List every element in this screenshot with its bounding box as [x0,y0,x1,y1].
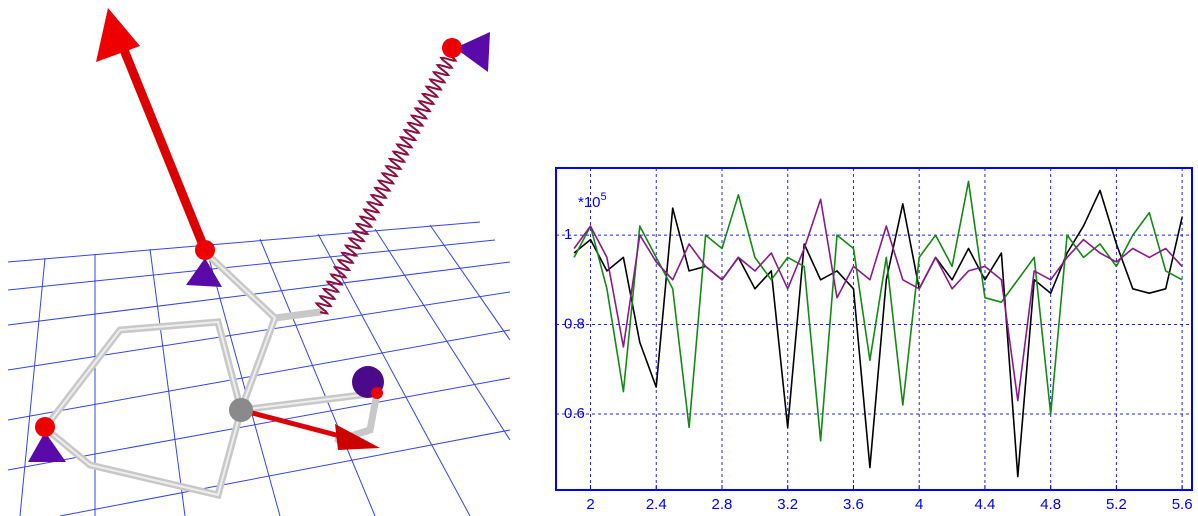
floor-line [19,257,46,516]
atom [371,387,383,399]
series-line [573,180,1183,442]
floor-grid [7,221,511,516]
molecule-scene [7,8,511,516]
bond [271,308,324,322]
floor-line [149,248,186,516]
y-tick-label: 0.8 [564,315,585,332]
floor-line [7,261,511,326]
anchors [28,32,490,462]
cone [28,432,66,462]
floor-line [59,429,511,516]
floor-line [374,228,511,441]
x-tick-label: 2.8 [712,496,733,513]
y-tick-label: 0.6 [564,405,585,422]
x-tick-label: 4.8 [1040,496,1061,513]
atom [35,417,55,437]
x-tick-label: 4.4 [975,496,996,513]
y-tick-label: 1 [564,226,572,243]
floor-line [317,233,471,516]
floor-line [7,221,481,263]
arrow-head [335,424,380,450]
series-line [573,198,1183,402]
y-multiplier-exponent: 5 [601,191,607,203]
floor-line [7,239,496,291]
spring [314,49,458,315]
floor-line [429,224,511,341]
x-tick-label: 5.2 [1106,496,1127,513]
floor-line [7,291,511,371]
floor-line [259,238,376,516]
floor-line [7,377,511,471]
arrow-shaft [117,43,210,252]
x-tick-label: 2.4 [646,496,667,513]
floor-line [7,329,511,421]
floor-line [204,243,281,516]
x-tick-label: 4 [915,496,923,513]
atom [229,398,253,422]
x-tick-label: 5.6 [1172,496,1193,513]
x-tick-label: 2 [586,496,594,513]
plot-frame [555,167,1193,491]
series-line [573,189,1183,478]
force-arrow [96,8,380,450]
y-multiplier: *105 [578,191,607,211]
x-tick-label: 3.6 [843,496,864,513]
bonds [40,248,382,500]
bond-highlight [43,251,378,497]
cone [455,32,490,72]
x-tick-label: 3.2 [777,496,798,513]
cone [186,258,222,287]
arrow-head [96,8,140,62]
line-chart: 2 2.4 2.8 3.2 3.6 4 4.4 4.8 5.2 5.6 0.6 0.8 1 *105 [555,167,1193,513]
atom [195,240,215,260]
atom [442,38,462,58]
y-multiplier-base: *10 [578,194,601,211]
arrow-shaft [240,407,341,439]
